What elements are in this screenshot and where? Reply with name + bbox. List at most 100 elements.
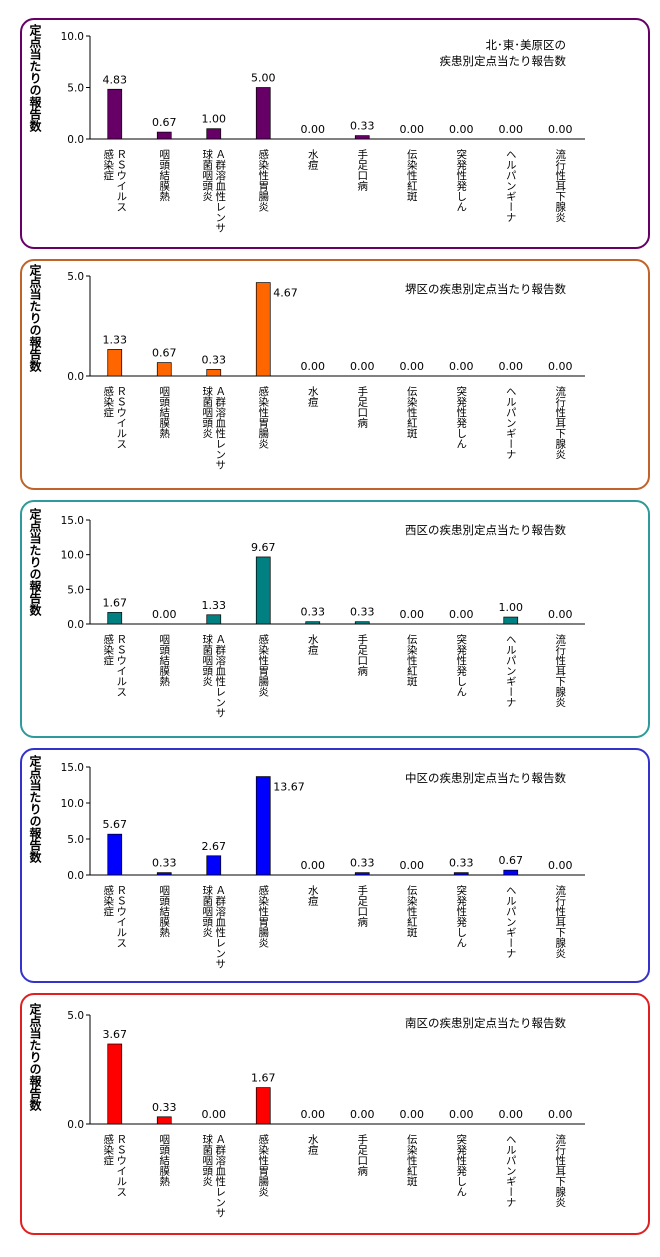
- x-tick-label: 咽頭結膜熱: [158, 885, 170, 938]
- data-label: 0.00: [499, 123, 524, 136]
- x-tick-label: 手足口病: [356, 385, 368, 429]
- x-tick-label: ＲＳウイルス: [115, 386, 127, 449]
- bar: [206, 855, 222, 876]
- chart-title-line: 中区の疾患別定点当たり報告数: [405, 771, 566, 785]
- x-tick-label: 流行性耳下腺炎: [554, 385, 566, 459]
- data-label: 0.00: [499, 360, 524, 373]
- data-label: 0.00: [449, 1108, 474, 1121]
- y-tick-label: 10.0: [61, 798, 84, 810]
- data-label: 1.33: [103, 333, 128, 346]
- bar: [107, 88, 123, 140]
- y-tick-label: 10.0: [61, 550, 84, 562]
- y-tick-label: 5.0: [67, 1010, 84, 1022]
- x-tick-label: 咽頭結膜熱: [158, 386, 170, 439]
- bar: [354, 621, 370, 625]
- x-tick-label: 手足口病: [356, 1133, 368, 1177]
- x-tick-label: 咽頭結膜熱: [158, 1134, 170, 1187]
- y-tick-label: 0.0: [67, 371, 84, 383]
- x-tick-label: 水痘: [307, 1134, 319, 1155]
- data-label: 13.67: [273, 781, 305, 794]
- x-tick-label: 突発性発しん: [455, 1133, 467, 1197]
- chart-title: 中区の疾患別定点当たり報告数: [405, 770, 566, 786]
- bar: [354, 135, 370, 140]
- x-tick-label: 感染性胃腸炎: [257, 884, 269, 948]
- data-label: 0.00: [548, 859, 573, 872]
- bar: [255, 776, 271, 876]
- x-tick-label: Ａ群溶血性レンサ: [214, 149, 226, 233]
- data-label: 0.00: [400, 1108, 425, 1121]
- x-tick-label: 手足口病: [356, 884, 368, 928]
- data-label: 0.33: [350, 120, 375, 133]
- data-label: 0.67: [152, 116, 177, 129]
- x-tick-label: 水痘: [307, 386, 319, 407]
- x-tick-label: 感染性胃腸炎: [257, 148, 269, 212]
- y-tick-label: 15.0: [61, 762, 84, 774]
- bar: [503, 869, 519, 876]
- x-tick-label: 水痘: [307, 885, 319, 906]
- data-label: 0.00: [548, 360, 573, 373]
- data-label: 5.00: [251, 72, 276, 85]
- data-label: 1.67: [251, 1072, 276, 1085]
- x-tick-label: 咽頭結膜熱: [158, 149, 170, 202]
- bar: [206, 614, 222, 625]
- chart-title-line: 南区の疾患別定点当たり報告数: [405, 1016, 566, 1030]
- x-tick-label: 感染症: [102, 385, 114, 418]
- y-tick-label: 10.0: [61, 31, 84, 43]
- x-tick-label: 水痘: [307, 149, 319, 170]
- y-axis-label: 定点当たりの報告数: [28, 1003, 42, 1111]
- y-axis-label: 定点当たりの報告数: [28, 755, 42, 863]
- data-label: 0.00: [301, 123, 326, 136]
- x-tick-label: 感染症: [102, 1133, 114, 1166]
- y-axis-label: 定点当たりの報告数: [28, 24, 42, 132]
- data-label: 0.00: [449, 608, 474, 621]
- y-tick-label: 0.0: [67, 870, 84, 882]
- x-tick-label: ヘルパンギーナ: [505, 1134, 517, 1208]
- bar: [107, 1043, 123, 1125]
- x-tick-label: 突発性発しん: [455, 884, 467, 948]
- chart-panel: 定点当たりの報告数 0.0 5.0 1.33 ＲＳウイルス 感染症 0.67 咽頭結膜熱 0.3…: [20, 259, 650, 490]
- x-tick-label: 伝染性紅斑: [406, 1134, 418, 1187]
- bar: [354, 872, 370, 876]
- x-tick-label: 感染症: [102, 633, 114, 666]
- data-label: 0.33: [202, 353, 227, 366]
- y-axis-label: 定点当たりの報告数: [28, 508, 42, 616]
- bar: [503, 616, 519, 625]
- bar: [255, 556, 271, 625]
- bar: [107, 833, 123, 876]
- data-label: 0.00: [449, 123, 474, 136]
- data-label: 0.67: [499, 854, 524, 867]
- x-tick-label: Ａ群溶血性レンサ: [214, 634, 226, 718]
- data-label: 0.00: [400, 859, 425, 872]
- x-tick-label: 感染症: [102, 884, 114, 917]
- x-tick-label: 流行性耳下腺炎: [554, 884, 566, 958]
- x-tick-label: Ａ群溶血性レンサ: [214, 1134, 226, 1218]
- chart-title-line: 西区の疾患別定点当たり報告数: [405, 523, 566, 537]
- data-label: 9.67: [251, 541, 276, 554]
- data-label: 0.33: [152, 857, 177, 870]
- data-label: 0.00: [548, 123, 573, 136]
- x-tick-label: 感染性胃腸炎: [257, 1133, 269, 1197]
- x-tick-label: 感染性胃腸炎: [257, 633, 269, 697]
- x-tick-label: ＲＳウイルス: [115, 149, 127, 212]
- bar: [107, 349, 123, 377]
- x-tick-label: 伝染性紅斑: [406, 885, 418, 938]
- data-label: 1.00: [499, 601, 524, 614]
- data-label: 4.83: [103, 73, 128, 86]
- data-label: 0.33: [449, 857, 474, 870]
- data-label: 4.67: [273, 287, 298, 300]
- data-label: 0.33: [350, 857, 375, 870]
- x-tick-label: 流行性耳下腺炎: [554, 633, 566, 707]
- data-label: 0.00: [350, 1108, 375, 1121]
- x-tick-label: 突発性発しん: [455, 633, 467, 697]
- chart-panel: 定点当たりの報告数 0.0 5.0 10.0 15.0 5.67 ＲＳウイルス 感染症 0.33…: [20, 748, 650, 983]
- y-tick-label: 5.0: [67, 83, 84, 95]
- x-tick-label: ヘルパンギーナ: [505, 634, 517, 708]
- bar: [255, 1087, 271, 1125]
- bar: [453, 872, 469, 876]
- x-tick-label: 球菌咽頭炎: [201, 633, 213, 686]
- x-tick-label: 咽頭結膜熱: [158, 634, 170, 687]
- data-label: 0.00: [400, 360, 425, 373]
- y-tick-label: 15.0: [61, 515, 84, 527]
